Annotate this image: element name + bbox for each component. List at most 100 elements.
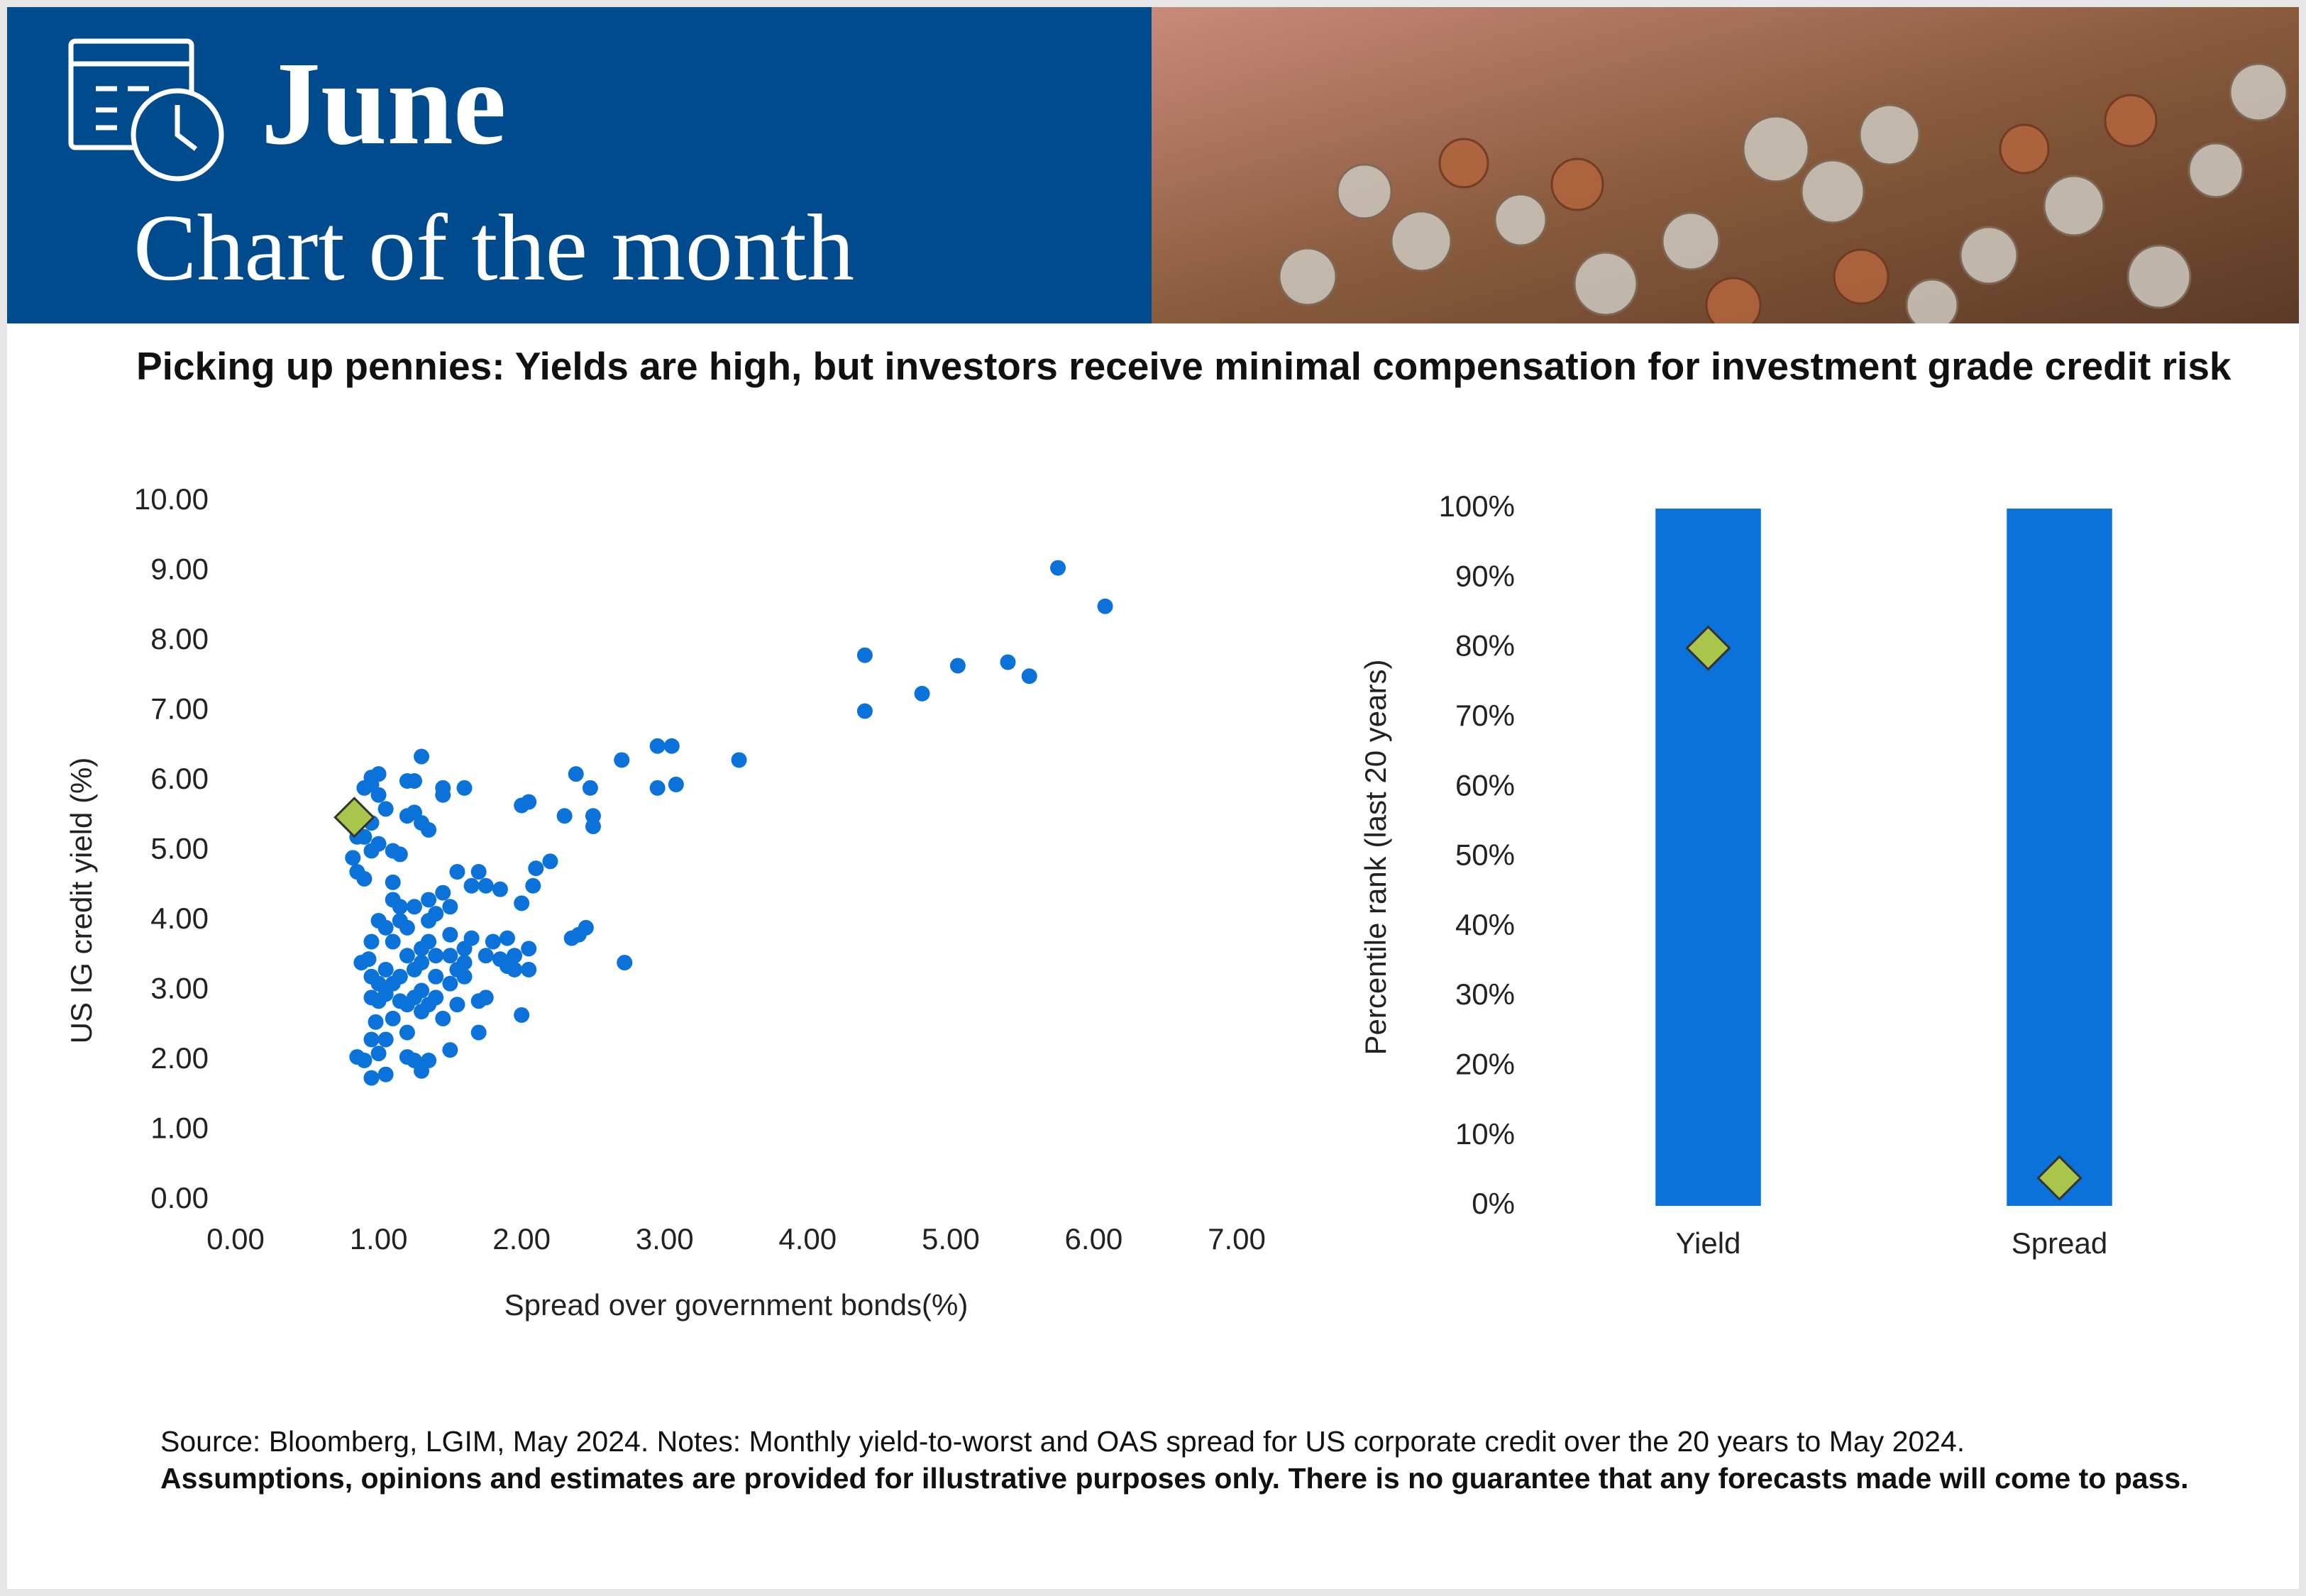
- scatter-point: [385, 933, 401, 950]
- scatter-point: [525, 877, 541, 894]
- scatter-point: [363, 968, 380, 985]
- scatter-point: [568, 766, 584, 782]
- x-tick-label: 1.00: [350, 1222, 408, 1256]
- scatter-point: [421, 892, 437, 908]
- scatter-point: [406, 990, 422, 1006]
- scatter-point: [563, 930, 580, 946]
- y-tick-label: 100%: [1439, 489, 1515, 523]
- x-tick-label: 6.00: [1065, 1222, 1123, 1256]
- marker: [1685, 625, 1731, 671]
- scatter-point: [349, 1049, 365, 1065]
- scatter-point: [617, 955, 633, 971]
- scatter-point: [399, 1049, 415, 1065]
- y-tick-label: 60%: [1455, 768, 1515, 802]
- scatter-point: [478, 948, 494, 964]
- scatter-point: [731, 752, 747, 768]
- scatter-point: [399, 948, 415, 964]
- scatter-point: [470, 993, 487, 1009]
- x-tick-label: 0.00: [206, 1222, 265, 1256]
- scatter-point: [428, 968, 444, 985]
- scatter-point: [406, 961, 422, 977]
- scatter-point: [499, 930, 515, 946]
- y-tick-label: 3.00: [150, 972, 209, 1005]
- source-note: Source: Bloomberg, LGIM, May 2024. Notes…: [160, 1425, 1965, 1458]
- scatter-point: [492, 881, 508, 897]
- scatter-point: [514, 1007, 530, 1023]
- scatter-point: [499, 958, 515, 975]
- page: June Chart of the month Picking up penni…: [7, 7, 2299, 1589]
- scatter-point: [1021, 668, 1037, 685]
- scatter-point: [442, 948, 458, 964]
- scatter-point: [392, 993, 408, 1009]
- scatter-point: [363, 933, 380, 950]
- scatter-point: [377, 986, 394, 1002]
- scatter-point: [856, 703, 873, 719]
- scatter-point: [470, 1024, 487, 1041]
- y-tick-label: 80%: [1455, 629, 1515, 663]
- scatter-point: [370, 766, 387, 782]
- y-tick-label: 70%: [1455, 699, 1515, 732]
- scatter-point: [582, 780, 598, 796]
- scatter-point: [514, 895, 530, 911]
- scatter-point: [377, 961, 394, 977]
- scatter-point: [463, 930, 480, 946]
- scatter-point: [668, 776, 684, 792]
- scatter-point: [528, 860, 544, 877]
- x-tick-label: Yield: [1676, 1226, 1741, 1260]
- y-tick-label: 90%: [1455, 559, 1515, 592]
- scatter-point: [463, 877, 480, 894]
- scatter-point: [406, 804, 422, 821]
- month: June: [261, 38, 507, 170]
- scatter-point: [353, 955, 370, 971]
- y-tick-label: 5.00: [150, 832, 209, 865]
- scatter-point: [449, 961, 465, 977]
- scatter-point: [370, 913, 387, 929]
- scatter-point: [363, 1031, 380, 1048]
- scatter-point: [370, 1046, 387, 1062]
- y-tick-label: 6.00: [150, 762, 209, 795]
- x-tick-label: 7.00: [1208, 1222, 1266, 1256]
- scatter-point: [392, 846, 408, 863]
- scatter-point: [456, 780, 473, 796]
- scatter-point: [399, 919, 415, 936]
- scatter-point: [614, 752, 630, 768]
- scatter-point: [363, 990, 380, 1006]
- header-photo: [1152, 7, 2299, 323]
- y-axis-title: US IG credit yield (%): [65, 758, 98, 1044]
- scatter-point: [442, 1042, 458, 1058]
- calendar-icon: [68, 38, 224, 182]
- headline: Picking up pennies: Yields are high, but…: [136, 344, 2231, 388]
- y-tick-label: 1.00: [150, 1112, 209, 1145]
- scatter-point: [449, 997, 465, 1013]
- y-tick-label: 9.00: [150, 553, 209, 586]
- scatter-point: [856, 647, 873, 663]
- y-axis-title: Percentile rank (last 20 years): [1359, 660, 1392, 1055]
- x-tick-label: 3.00: [636, 1222, 694, 1256]
- disclaimer: Assumptions, opinions and estimates are …: [160, 1462, 2189, 1495]
- scatter-point: [649, 738, 666, 754]
- scatter-point: [1097, 598, 1113, 614]
- scatter-point: [356, 870, 373, 887]
- scatter-point: [649, 780, 666, 796]
- scatter-point: [406, 899, 422, 915]
- scatter-point: [949, 658, 966, 674]
- scatter-point: [514, 797, 530, 814]
- scatter-point: [345, 850, 361, 866]
- scatter-point: [421, 997, 437, 1013]
- y-tick-label: 30%: [1455, 977, 1515, 1011]
- y-tick-label: 10%: [1455, 1117, 1515, 1151]
- y-tick-label: 8.00: [150, 622, 209, 655]
- scatter-point: [663, 738, 680, 754]
- scatter-point: [585, 819, 601, 835]
- scatter-point: [1050, 560, 1066, 576]
- y-tick-label: 2.00: [150, 1041, 209, 1075]
- scatter-point: [442, 926, 458, 943]
- scatter-point: [485, 933, 501, 950]
- highlight-point: [333, 797, 375, 838]
- scatter-point: [399, 1024, 415, 1041]
- scatter-point: [421, 913, 437, 929]
- scatter-point: [521, 961, 537, 977]
- scatter-point: [1000, 654, 1016, 670]
- scatter-point: [377, 1066, 394, 1082]
- x-tick-label: 5.00: [922, 1222, 980, 1256]
